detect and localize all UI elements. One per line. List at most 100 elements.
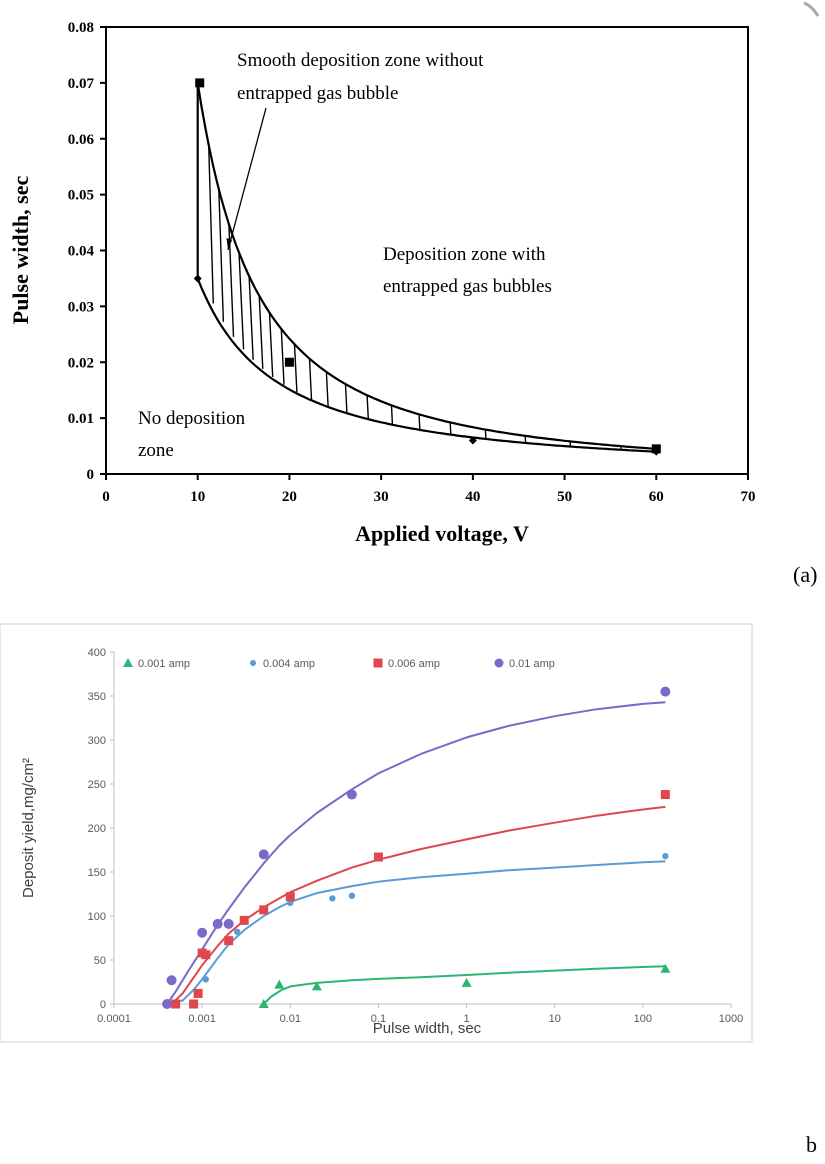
chart-a-x-tick-label: 60	[649, 489, 664, 505]
chart-a-diamond-marker	[652, 447, 661, 456]
chart-a-lower-boundary	[196, 277, 657, 453]
annotation-smooth-zone-line1: Smooth deposition zone without	[237, 50, 484, 71]
annotation-smooth-zone-line2: entrapped gas bubble	[237, 83, 398, 104]
chart-a-x-tick-label: 20	[282, 489, 297, 505]
chart-b-point	[258, 849, 269, 860]
panel-label-a: (a)	[793, 562, 817, 587]
chart-b-point	[348, 892, 356, 899]
chart-b-axes: 0 50 100 150 200 250 300 350 400 0.0001 0.001 0.01 0…	[88, 647, 744, 1025]
chart-b-y-tick-label: 250	[88, 779, 106, 791]
chart-b-fit-0	[263, 965, 666, 1004]
chart-b-point	[201, 950, 211, 960]
chart-b-y-tick-label: 300	[88, 735, 106, 747]
chart-b-point	[373, 852, 383, 862]
chart-a-y-tick-label: 0.02	[68, 355, 94, 371]
chart-a-x-tick-label: 10	[190, 489, 205, 505]
chart-a-ylabel: Pulse width, sec	[8, 176, 33, 325]
legend-marker	[123, 658, 133, 667]
chart-b-x-tick-label: 0.01	[280, 1013, 301, 1025]
chart-a-y-tick-label: 0.08	[68, 20, 94, 36]
annotation-no-deposition-line1: No deposition	[138, 408, 246, 429]
chart-a-hatch-line	[366, 395, 369, 419]
chart-a-hatch-line	[449, 422, 452, 435]
chart-b-point	[461, 977, 472, 987]
chart-b-point	[202, 976, 209, 983]
chart-a-hatch-line	[484, 429, 487, 439]
chart-b-point	[285, 892, 295, 902]
chart-a-hatch-line	[325, 371, 329, 407]
chart-a-hatch-line	[390, 405, 394, 425]
chart-b-fit-curves	[166, 701, 666, 1004]
chart-b-point	[311, 981, 322, 991]
chart-b-xlabel: Pulse width, sec	[373, 1020, 482, 1037]
chart-b-y-tick-label: 400	[88, 647, 106, 659]
annotation-gas-zone-line1: Deposition zone with	[383, 244, 546, 265]
chart-b-fit-2	[170, 805, 666, 1004]
chart-a-y-tick-label: 0.06	[68, 132, 95, 148]
legend-marker	[250, 660, 256, 666]
chart-a-y-axis: 0 0.01 0.02 0.03 0.04 0.05 0.06 0.07 0.08	[68, 20, 106, 483]
chart-a-hatch-line	[238, 252, 245, 350]
chart-b-point	[171, 999, 181, 1009]
chart-a-x-tick-label: 40	[465, 489, 480, 505]
chart-a-hatch-line	[208, 145, 214, 304]
legend-marker	[494, 658, 504, 668]
chart-b-x-tick-label: 0.1	[371, 1013, 386, 1025]
chart-a-hatch-line	[293, 344, 298, 393]
chart-a-y-tick-label: 0.03	[68, 299, 94, 315]
legend-label: 0.01 amp	[509, 658, 555, 670]
chart-b-point	[212, 918, 223, 929]
chart-b-points	[162, 686, 671, 1009]
chart-b-y-tick-label: 150	[88, 867, 106, 879]
chart-b-y-tick-label: 100	[88, 911, 106, 923]
chart-a-hatch-line	[218, 189, 225, 322]
chart-b-point	[234, 928, 241, 936]
chart-b-frame	[0, 623, 753, 1043]
chart-b-x-tick-label: 0.0001	[97, 1013, 131, 1025]
chart-b-x-tick-label: 0.001	[188, 1013, 216, 1025]
corner-mark	[803, 1, 820, 17]
chart-b-fit-1	[166, 860, 666, 1004]
chart-b-point	[660, 963, 671, 973]
chart-a-boundary-curves	[196, 82, 657, 453]
chart-b-point	[329, 895, 336, 902]
legend-label: 0.006 amp	[388, 658, 440, 670]
chart-b: 0 50 100 150 200 250 300 350 400 0.0001 0.001 0.01 0…	[0, 623, 817, 1157]
chart-a-y-tick-label: 0.07	[68, 76, 95, 92]
chart-a-y-tick-label: 0.05	[68, 188, 94, 204]
chart-b-ylabel: Deposit yield,mg/cm²	[20, 758, 37, 898]
chart-b-point	[660, 790, 670, 800]
chart-a-x-tick-label: 30	[374, 489, 389, 505]
chart-b-point	[259, 905, 269, 915]
chart-a-x-tick-label: 50	[557, 489, 572, 505]
chart-b-y-tick-label: 0	[100, 999, 106, 1011]
chart-a-hatch-line	[344, 384, 348, 413]
annotation-arrowhead	[226, 238, 232, 250]
chart-a-hatch-line	[418, 414, 421, 430]
chart-b-y-tick-label: 350	[88, 691, 106, 703]
annotation-no-deposition-line2: zone	[138, 440, 174, 461]
chart-b-point	[662, 852, 669, 860]
chart-a-xlabel: Applied voltage, V	[355, 521, 529, 546]
legend-label: 0.004 amp	[263, 658, 315, 670]
chart-a-y-tick-label: 0	[87, 467, 95, 483]
chart-a-hatched-region	[208, 145, 622, 450]
chart-a-plot-frame	[105, 26, 749, 475]
chart-b-x-tick-label: 1000	[719, 1013, 743, 1025]
chart-a-x-tick-label: 0	[102, 489, 110, 505]
chart-b-point	[223, 918, 234, 929]
chart-b-x-tick-label: 1	[464, 1013, 470, 1025]
chart-b-point	[287, 899, 294, 906]
annotation-gas-zone-line2: entrapped gas bubbles	[383, 276, 552, 297]
chart-a-hatch-line	[308, 358, 313, 400]
chart-b-y-tick-label: 50	[94, 955, 106, 967]
chart-a-square-marker	[284, 357, 294, 367]
chart-a-hatch-line	[258, 295, 264, 369]
chart-a-diamond-marker	[468, 436, 477, 445]
panel-label-b: b	[806, 1132, 817, 1157]
chart-b-point	[274, 979, 285, 989]
chart-b-point	[166, 975, 177, 986]
chart-a-markers	[193, 78, 661, 456]
chart-a-square-marker	[195, 78, 205, 88]
chart-a-x-tick-label: 70	[741, 489, 756, 505]
